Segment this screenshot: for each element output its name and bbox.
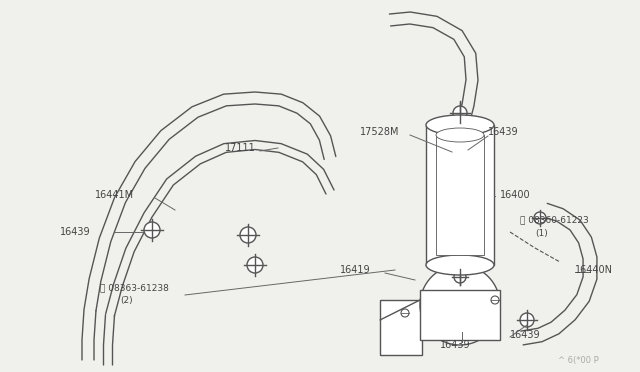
Circle shape	[534, 212, 546, 224]
Circle shape	[401, 309, 409, 317]
Text: 17528M: 17528M	[360, 127, 399, 137]
Text: 16439: 16439	[60, 227, 91, 237]
Text: 16400: 16400	[500, 190, 531, 200]
Bar	[426, 125, 494, 265]
Text: 17111: 17111	[225, 143, 256, 153]
Circle shape	[420, 265, 500, 345]
Text: Ⓢ 08363-61238: Ⓢ 08363-61238	[100, 283, 169, 292]
Text: 16439: 16439	[488, 127, 518, 137]
Ellipse shape	[436, 128, 484, 142]
Text: 16441M: 16441M	[95, 190, 134, 200]
Text: (2): (2)	[120, 296, 132, 305]
Circle shape	[247, 257, 263, 273]
Circle shape	[454, 271, 466, 283]
Bar	[436, 135, 484, 255]
Circle shape	[491, 296, 499, 304]
Circle shape	[240, 227, 256, 243]
Text: 16419: 16419	[340, 265, 371, 275]
Ellipse shape	[426, 115, 494, 135]
Ellipse shape	[426, 255, 494, 275]
Text: Ⓢ 08360-61223: Ⓢ 08360-61223	[520, 215, 589, 224]
Bar	[380, 300, 422, 355]
Text: 16440N: 16440N	[575, 265, 613, 275]
Circle shape	[453, 106, 467, 120]
Text: 16439: 16439	[510, 330, 541, 340]
Circle shape	[144, 222, 160, 238]
Text: (1): (1)	[535, 228, 548, 237]
Circle shape	[520, 313, 534, 327]
Bar	[420, 290, 500, 340]
Text: 16439: 16439	[440, 340, 470, 350]
Text: ^ 6(*00 P: ^ 6(*00 P	[558, 356, 599, 365]
